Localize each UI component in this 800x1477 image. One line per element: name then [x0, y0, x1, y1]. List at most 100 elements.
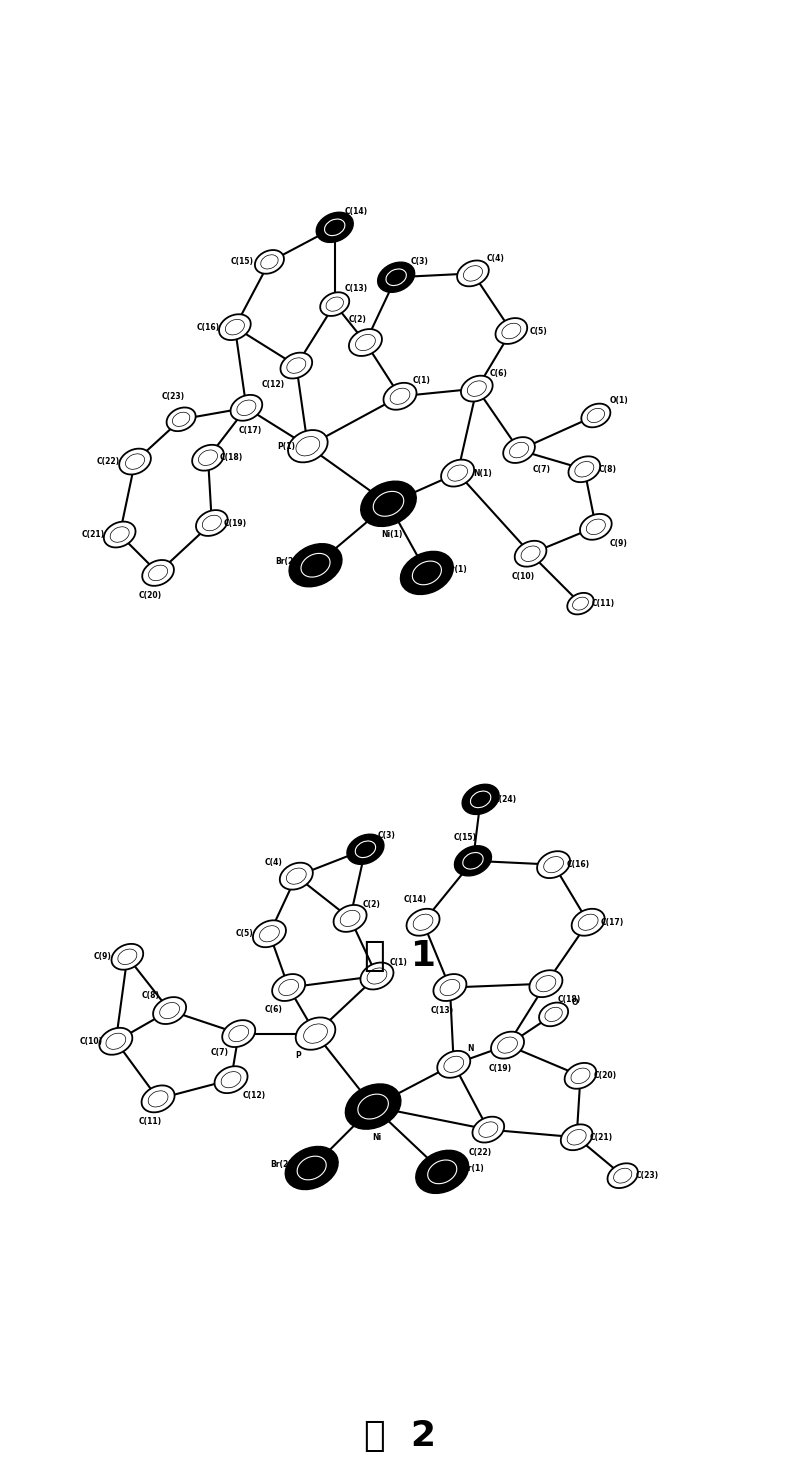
Text: C(1): C(1): [413, 377, 430, 385]
Ellipse shape: [462, 784, 499, 814]
Ellipse shape: [539, 1003, 568, 1027]
Text: C(21): C(21): [82, 530, 104, 539]
Text: C(13): C(13): [430, 1006, 454, 1015]
Ellipse shape: [153, 997, 186, 1024]
Text: C(2): C(2): [349, 315, 366, 323]
Ellipse shape: [346, 1084, 401, 1130]
Text: 图  1: 图 1: [364, 938, 436, 973]
Text: Ni: Ni: [372, 1133, 382, 1142]
Text: C(14): C(14): [345, 207, 368, 217]
Text: C(9): C(9): [610, 539, 628, 548]
Ellipse shape: [406, 908, 439, 936]
Text: 图  2: 图 2: [364, 1418, 436, 1453]
Ellipse shape: [142, 1086, 174, 1112]
Ellipse shape: [166, 408, 196, 431]
Ellipse shape: [569, 456, 600, 482]
Ellipse shape: [111, 944, 143, 970]
Text: C(7): C(7): [533, 465, 551, 474]
Text: C(4): C(4): [487, 254, 505, 263]
Ellipse shape: [272, 973, 305, 1001]
Ellipse shape: [142, 560, 174, 586]
Text: C(4): C(4): [264, 858, 282, 867]
Ellipse shape: [222, 1021, 255, 1047]
Text: C(14): C(14): [404, 895, 427, 904]
Text: C(18): C(18): [219, 453, 242, 462]
Ellipse shape: [119, 449, 151, 474]
Ellipse shape: [401, 551, 454, 594]
Text: Ni(1): Ni(1): [382, 530, 403, 539]
Ellipse shape: [288, 430, 328, 462]
Text: C(19): C(19): [488, 1063, 511, 1072]
Text: C(23): C(23): [636, 1171, 659, 1180]
Ellipse shape: [434, 973, 466, 1001]
Text: C(12): C(12): [242, 1090, 266, 1099]
Ellipse shape: [565, 1063, 596, 1089]
Text: C(8): C(8): [598, 465, 616, 474]
Text: C(22): C(22): [469, 1148, 492, 1156]
Ellipse shape: [253, 920, 286, 947]
Ellipse shape: [230, 394, 262, 421]
Ellipse shape: [491, 1031, 524, 1059]
Text: C(15): C(15): [454, 833, 477, 842]
Ellipse shape: [281, 353, 312, 378]
Text: C(6): C(6): [264, 1004, 282, 1013]
Text: C(18): C(18): [558, 994, 581, 1003]
Ellipse shape: [255, 250, 284, 273]
Ellipse shape: [289, 544, 342, 586]
Text: C(8): C(8): [142, 991, 159, 1000]
Ellipse shape: [580, 514, 612, 539]
Text: C(11): C(11): [592, 600, 615, 609]
Text: C(5): C(5): [530, 326, 547, 335]
Text: C(23): C(23): [162, 391, 185, 400]
Text: C(1): C(1): [390, 957, 407, 966]
Ellipse shape: [349, 329, 382, 356]
Ellipse shape: [192, 445, 224, 471]
Ellipse shape: [214, 1066, 247, 1093]
Ellipse shape: [537, 851, 570, 879]
Text: N(1): N(1): [473, 468, 491, 477]
Ellipse shape: [196, 510, 228, 536]
Ellipse shape: [361, 963, 394, 990]
Ellipse shape: [607, 1164, 638, 1188]
Ellipse shape: [219, 315, 250, 340]
Text: C(20): C(20): [139, 591, 162, 601]
Text: C(7): C(7): [210, 1049, 229, 1058]
Text: Br(2): Br(2): [275, 557, 298, 566]
Ellipse shape: [495, 318, 527, 344]
Ellipse shape: [572, 908, 605, 936]
Text: C(12): C(12): [262, 380, 285, 390]
Ellipse shape: [582, 403, 610, 427]
Text: C(13): C(13): [345, 284, 368, 294]
Text: C(22): C(22): [97, 456, 120, 467]
Ellipse shape: [503, 437, 535, 462]
Ellipse shape: [461, 375, 493, 402]
Ellipse shape: [286, 1146, 338, 1189]
Text: C(2): C(2): [362, 899, 381, 908]
Text: C(20): C(20): [594, 1071, 617, 1080]
Text: O: O: [572, 998, 578, 1007]
Ellipse shape: [454, 846, 491, 876]
Ellipse shape: [457, 260, 489, 287]
Ellipse shape: [383, 383, 417, 409]
Text: C(24): C(24): [494, 795, 517, 803]
Text: C(17): C(17): [601, 917, 624, 926]
Text: N: N: [467, 1044, 474, 1053]
Ellipse shape: [473, 1117, 504, 1143]
Ellipse shape: [347, 835, 384, 864]
Text: C(19): C(19): [223, 518, 246, 527]
Ellipse shape: [99, 1028, 132, 1055]
Ellipse shape: [441, 459, 474, 486]
Text: Br(2): Br(2): [270, 1159, 292, 1168]
Ellipse shape: [296, 1018, 335, 1050]
Text: O(1): O(1): [610, 396, 628, 405]
Text: C(3): C(3): [378, 832, 396, 840]
Text: C(10): C(10): [511, 572, 534, 582]
Text: C(10): C(10): [80, 1037, 103, 1046]
Text: C(16): C(16): [566, 860, 590, 868]
Ellipse shape: [561, 1124, 593, 1151]
Ellipse shape: [316, 213, 354, 242]
Text: C(5): C(5): [236, 929, 254, 938]
Ellipse shape: [438, 1050, 470, 1078]
Text: C(15): C(15): [231, 257, 254, 266]
Ellipse shape: [320, 292, 350, 316]
